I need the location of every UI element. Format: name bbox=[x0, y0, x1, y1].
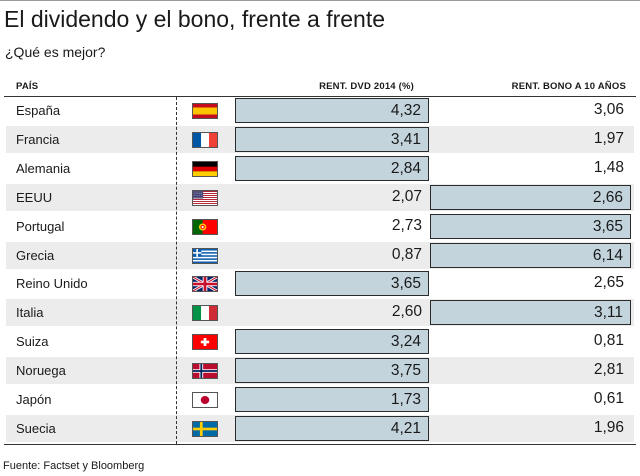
dividend-yield-value: 0,87 bbox=[391, 246, 422, 263]
table-row: Francia 3,41 1,97 bbox=[6, 126, 634, 153]
portugal-flag-icon bbox=[192, 219, 218, 235]
bond-yield-value: 3,11 bbox=[430, 300, 631, 325]
table-row: Reino Unido 3,65 2,65 bbox=[6, 270, 634, 297]
top-rule bbox=[0, 0, 640, 1]
japan-flag-icon bbox=[192, 392, 218, 408]
column-header-country: PAÍS bbox=[16, 81, 39, 92]
bond-yield-value: 1,48 bbox=[593, 159, 624, 176]
switzerland-flag-icon bbox=[192, 334, 218, 350]
country-name: Italia bbox=[16, 305, 44, 320]
column-header-dividend: RENT. DVD 2014 (%) bbox=[319, 81, 414, 92]
bond-yield-value: 6,14 bbox=[430, 243, 631, 268]
table-row: Alemania 2,84 1,48 bbox=[6, 155, 634, 182]
dividend-yield-value: 2,73 bbox=[391, 217, 422, 234]
chart-title: El dividendo y el bono, frente a frente bbox=[4, 6, 386, 32]
table-row: EEUU 2,07 2,66 bbox=[6, 184, 634, 211]
country-name: Suecia bbox=[16, 421, 56, 436]
bond-yield-value: 2,65 bbox=[593, 274, 624, 291]
bond-yield-value: 2,66 bbox=[430, 185, 631, 210]
country-name: Francia bbox=[16, 132, 60, 147]
dividend-yield-value: 3,24 bbox=[235, 329, 429, 354]
source-note: Fuente: Factset y Bloomberg bbox=[3, 460, 145, 472]
bond-yield-value: 3,65 bbox=[430, 214, 631, 239]
dividend-yield-value: 3,41 bbox=[235, 127, 429, 152]
country-name: Grecia bbox=[16, 248, 55, 263]
bond-yield-value: 1,96 bbox=[593, 419, 624, 436]
bond-yield-value: 1,97 bbox=[593, 130, 624, 147]
uk-flag-icon bbox=[192, 276, 218, 292]
bond-yield-value: 2,81 bbox=[593, 361, 624, 378]
dividend-yield-value: 2,07 bbox=[391, 188, 422, 205]
country-name: España bbox=[16, 103, 61, 118]
bond-yield-value: 0,61 bbox=[593, 390, 624, 407]
bond-yield-value: 3,06 bbox=[593, 101, 624, 118]
table-row: Suecia 4,21 1,96 bbox=[6, 415, 634, 442]
dividend-yield-value: 3,75 bbox=[235, 358, 429, 383]
greece-flag-icon bbox=[192, 248, 218, 264]
dividend-yield-value: 4,32 bbox=[235, 98, 429, 123]
table-row: Grecia 0,87 6,14 bbox=[6, 242, 634, 269]
country-name: EEUU bbox=[16, 190, 53, 205]
spain-flag-icon bbox=[192, 103, 218, 119]
norway-flag-icon bbox=[192, 363, 218, 379]
dividend-yield-value: 2,60 bbox=[391, 303, 422, 320]
country-name: Reino Unido bbox=[16, 276, 88, 291]
country-name: Alemania bbox=[16, 161, 71, 176]
dividend-yield-value: 1,73 bbox=[235, 387, 429, 412]
table-row: Suiza 3,24 0,81 bbox=[6, 328, 634, 355]
bond-yield-value: 0,81 bbox=[593, 332, 624, 349]
header-rule bbox=[4, 96, 636, 97]
country-name: Suiza bbox=[16, 334, 49, 349]
sweden-flag-icon bbox=[192, 421, 218, 437]
country-name: Portugal bbox=[16, 219, 65, 234]
dividend-yield-value: 3,65 bbox=[235, 271, 429, 296]
italy-flag-icon bbox=[192, 305, 218, 321]
usa-flag-icon bbox=[192, 190, 218, 206]
table-row: Noruega 3,75 2,81 bbox=[6, 357, 634, 384]
column-header-bond: RENT. BONO A 10 AÑOS bbox=[511, 81, 626, 92]
bottom-rule bbox=[4, 444, 636, 445]
table-row: Italia 2,60 3,11 bbox=[6, 299, 634, 326]
flag-column-divider bbox=[176, 97, 177, 444]
france-flag-icon bbox=[192, 132, 218, 148]
germany-flag-icon bbox=[192, 161, 218, 177]
table-row: Japón 1,73 0,61 bbox=[6, 386, 634, 413]
table-row: Portugal 2,73 3,65 bbox=[6, 213, 634, 240]
country-name: Noruega bbox=[16, 363, 66, 378]
country-name: Japón bbox=[16, 392, 52, 407]
dividend-yield-value: 4,21 bbox=[235, 416, 429, 441]
chart-subtitle: ¿Qué es mejor? bbox=[5, 44, 106, 60]
dividend-yield-value: 2,84 bbox=[235, 156, 429, 181]
table-row: España 4,32 3,06 bbox=[6, 97, 634, 124]
